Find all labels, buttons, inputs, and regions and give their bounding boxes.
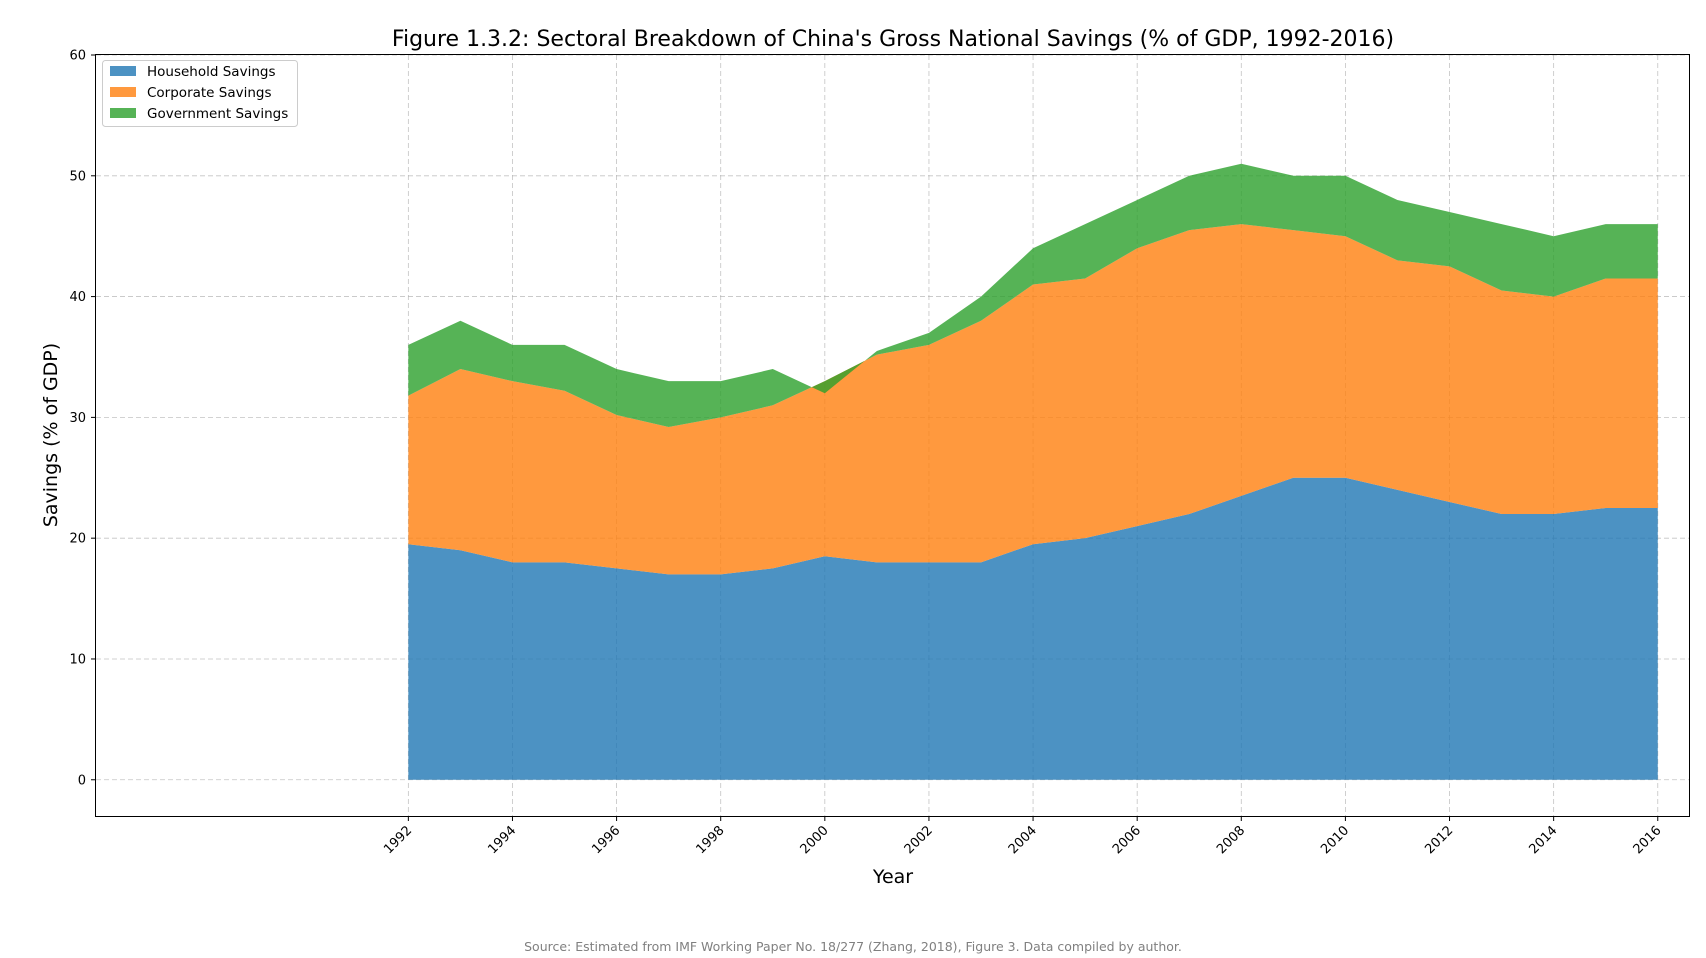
y-tick-label: 40	[69, 290, 86, 305]
legend-label-government: Government Savings	[147, 106, 288, 122]
source-note: Source: Estimated from IMF Working Paper…	[524, 939, 1182, 954]
area-corporate	[408, 224, 1658, 575]
area-household	[408, 477, 1658, 780]
stacked-areas	[408, 163, 1658, 780]
y-tick-label: 50	[69, 169, 86, 184]
x-tick-label: 2004	[1006, 823, 1040, 857]
x-axis-title: Year	[872, 866, 913, 888]
y-tick-label: 10	[69, 652, 86, 667]
y-tick-label: 60	[69, 49, 86, 64]
y-tick-label: 30	[69, 411, 86, 426]
y-tick-label: 20	[69, 532, 86, 547]
x-tick-label: 2006	[1110, 823, 1144, 857]
legend-swatch-household	[110, 66, 136, 76]
y-axis-title: Savings (% of GDP)	[40, 343, 62, 527]
legend-label-corporate: Corporate Savings	[147, 85, 272, 101]
x-tick-label: 1994	[485, 823, 519, 857]
x-tick-label: 2014	[1526, 823, 1560, 857]
legend-swatch-corporate	[110, 87, 136, 97]
x-tick-label: 2008	[1214, 823, 1248, 857]
chart-title: Figure 1.3.2: Sectoral Breakdown of Chin…	[392, 27, 1394, 52]
legend-swatch-government	[110, 108, 136, 118]
x-tick-label: 1996	[589, 823, 623, 857]
x-tick-label: 2002	[902, 823, 936, 857]
legend: Household Savings Corporate Savings Gove…	[102, 60, 298, 127]
x-tick-label: 2012	[1422, 823, 1456, 857]
plot-frame	[95, 54, 1690, 817]
legend-label-household: Household Savings	[147, 64, 275, 80]
area-government	[408, 163, 1658, 428]
x-tick-label: 2000	[798, 823, 832, 857]
x-tick-label: 2016	[1631, 823, 1665, 857]
legend-box	[102, 60, 298, 127]
y-tick-label: 0	[78, 773, 86, 788]
x-tick-label: 1998	[694, 823, 728, 857]
x-tick-label: 1992	[381, 823, 415, 857]
x-tick-label: 2010	[1318, 823, 1352, 857]
